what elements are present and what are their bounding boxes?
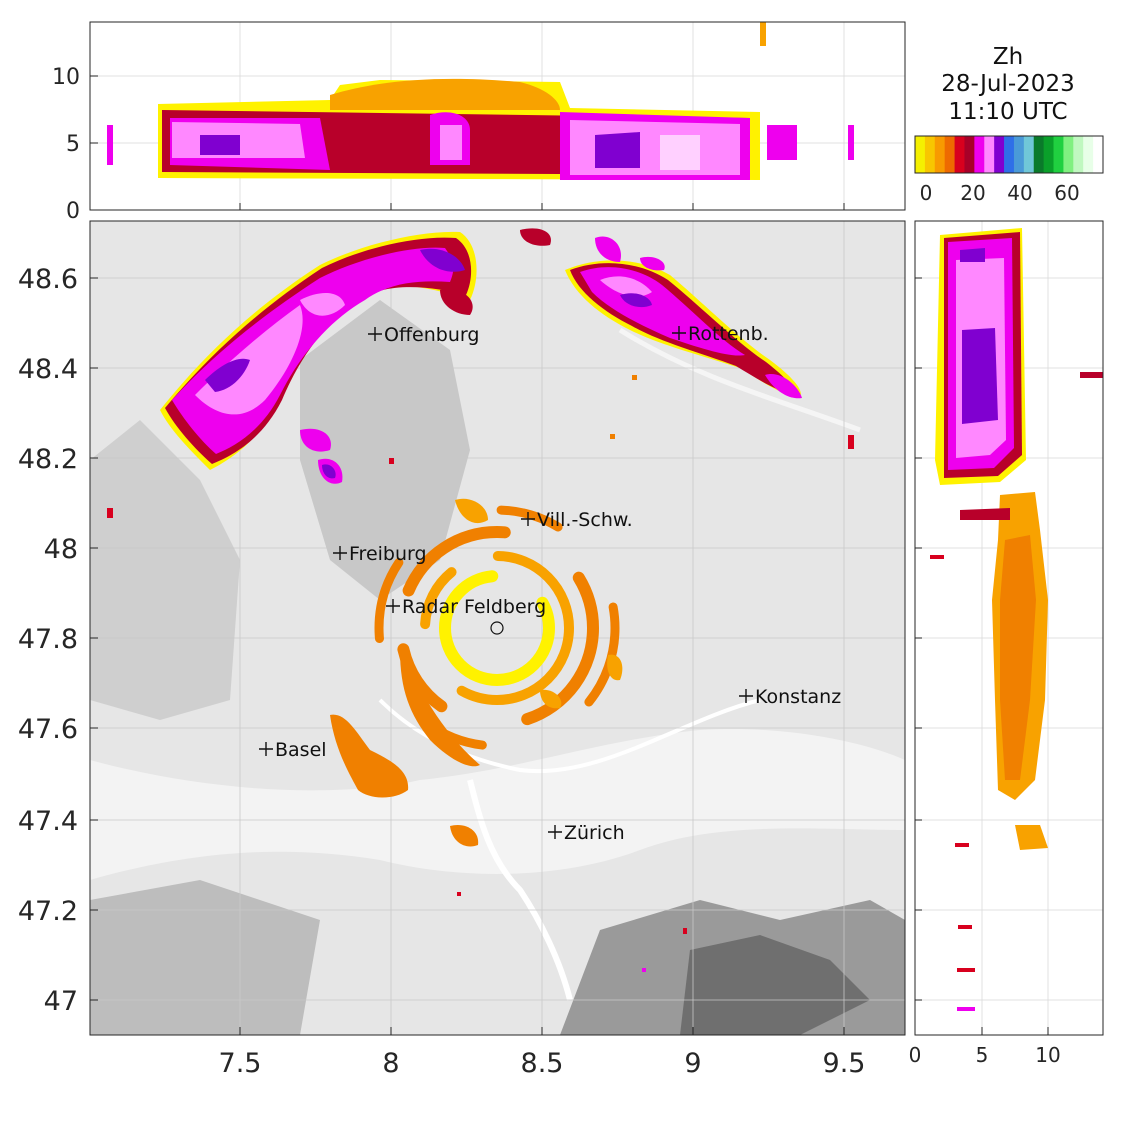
map-y-tick-label: 47.2 (18, 896, 78, 927)
top-panel-frame (89, 21, 906, 211)
city-marker-zurich: Zürich (548, 822, 625, 844)
colorbar-swatch (994, 136, 1005, 173)
colorbar-swatch (1073, 136, 1084, 173)
city-marker-radar-feldberg: Radar Feldberg (386, 596, 546, 618)
colorbar-swatch (954, 136, 965, 173)
right-panel-frame (914, 220, 1104, 1036)
city-label: Rottenb. (688, 323, 769, 345)
city-label: Freiburg (349, 543, 427, 565)
map-y-tick-label: 48.6 (18, 264, 78, 295)
map-ticks (90, 277, 845, 1035)
colorbar-swatch (944, 136, 955, 173)
map-frame (89, 220, 906, 1036)
city-label: Offenburg (384, 324, 479, 346)
right-panel-x-tick-label: 0 (909, 1043, 922, 1067)
map-x-tick-label: 8.5 (521, 1048, 564, 1079)
colorbar-tick-label: 60 (1054, 181, 1079, 205)
radar-echoes (107, 228, 854, 972)
right-panel-ticks (915, 277, 1049, 1035)
map-grid (90, 221, 905, 1035)
map-y-tick-label: 48.4 (18, 354, 78, 385)
top-panel-y-tick-label: 10 (52, 65, 80, 90)
date-title: 28-Jul-2023 (941, 71, 1074, 97)
colorbar-frame (914, 135, 1104, 174)
city-marker-konstanz: Konstanz (739, 686, 841, 708)
city-marker-offenburg: Offenburg (368, 324, 479, 346)
top-panel-ticks (90, 75, 845, 210)
colorbar-tick-label: 0 (920, 181, 933, 205)
map-x-tick-label: 7.5 (219, 1048, 262, 1079)
map-y-tick-label: 47.6 (18, 714, 78, 745)
terrain-layer (90, 300, 905, 1035)
map-y-tick-label: 47 (44, 986, 78, 1017)
right-panel-x-tick-label: 5 (976, 1043, 989, 1067)
colorbar-swatch (964, 136, 975, 173)
city-label: Basel (275, 739, 327, 761)
top-panel-y-tick-label: 5 (66, 132, 80, 157)
colorbar-swatch (984, 136, 995, 173)
top-cross-section-panel: 10 5 0 (52, 21, 906, 224)
map-x-tick-label: 9 (684, 1048, 701, 1079)
colorbar-swatch (1013, 136, 1025, 173)
colorbar-swatch (1093, 136, 1104, 173)
city-marker-basel: Basel (259, 739, 327, 761)
colorbar (915, 136, 1104, 173)
variable-title: Zh (993, 44, 1023, 70)
city-markers: Offenburg Rottenb. Vill.-Schw. Freiburg … (259, 323, 841, 844)
right-panel-echoes (930, 228, 1103, 1011)
time-title: 11:10 UTC (948, 99, 1067, 125)
city-label: Radar Feldberg (402, 596, 546, 618)
city-label: Vill.-Schw. (537, 509, 633, 531)
colorbar-tick-label: 20 (960, 181, 985, 205)
map-y-tick-label: 48 (44, 534, 78, 565)
radar-location-icon (490, 621, 504, 635)
colorbar-swatch (1063, 136, 1074, 173)
legend-panel: Zh 28-Jul-2023 11:10 UTC 0 20 40 60 (914, 44, 1104, 205)
colorbar-swatch (1004, 136, 1015, 173)
colorbar-swatch (915, 136, 926, 173)
city-marker-freiburg: Freiburg (333, 543, 427, 565)
colorbar-swatch (974, 136, 985, 173)
colorbar-swatch (1083, 136, 1094, 173)
main-map-panel: 7.5 8 8.5 9 9.5 48.6 48.4 48.2 48 47.8 4… (18, 220, 906, 1079)
colorbar-swatch (1043, 136, 1054, 173)
top-panel-echoes (107, 22, 854, 180)
right-cross-section-panel: 0 5 10 (909, 220, 1104, 1067)
city-label: Konstanz (755, 686, 841, 708)
map-x-tick-label: 9.5 (823, 1048, 866, 1079)
city-marker-villingen: Vill.-Schw. (521, 509, 633, 531)
map-y-tick-label: 47.4 (18, 806, 78, 837)
colorbar-tick-label: 40 (1007, 181, 1032, 205)
top-panel-y-tick-label: 0 (66, 199, 80, 224)
colorbar-swatch (924, 136, 936, 173)
colorbar-swatch (1023, 136, 1035, 173)
colorbar-swatch (1053, 136, 1064, 173)
map-x-tick-label: 8 (382, 1048, 399, 1079)
map-y-tick-label: 48.2 (18, 444, 78, 475)
colorbar-swatch (934, 136, 946, 173)
map-y-tick-label: 47.8 (18, 624, 78, 655)
colorbar-swatch (1033, 136, 1045, 173)
city-marker-rottenburg: Rottenb. (672, 323, 769, 345)
right-panel-x-tick-label: 10 (1035, 1043, 1060, 1067)
city-label: Zürich (564, 822, 625, 844)
